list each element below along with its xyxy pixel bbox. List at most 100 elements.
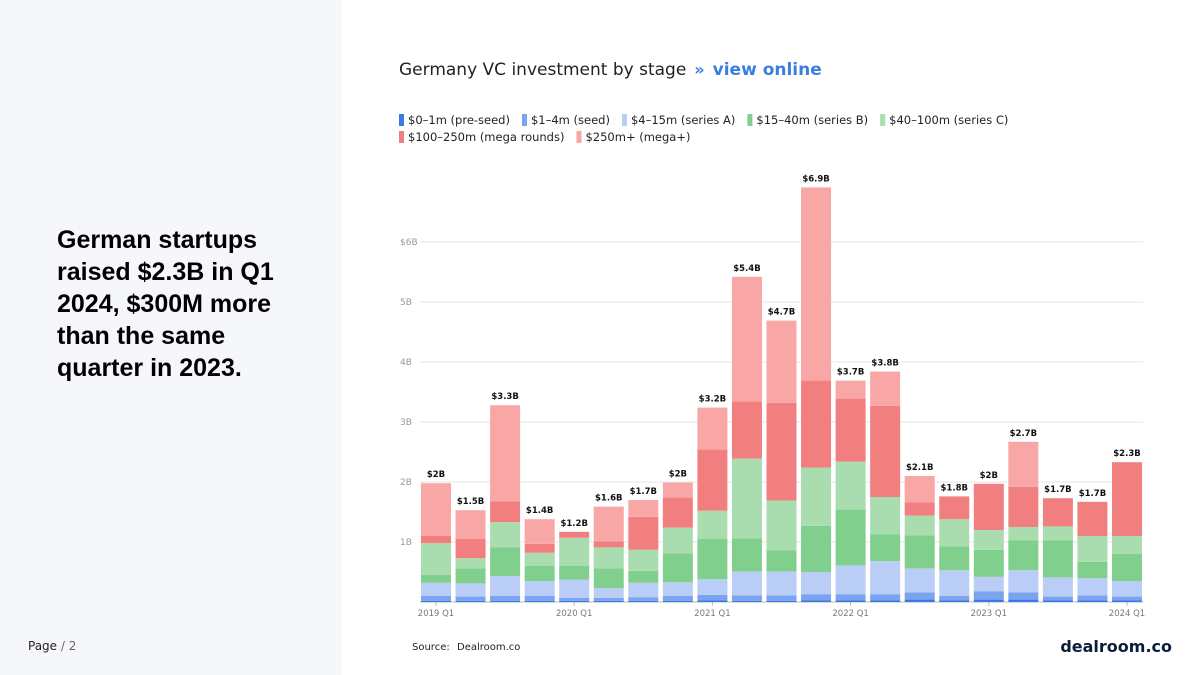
bar-segment bbox=[593, 600, 624, 602]
bar-segment bbox=[835, 565, 866, 595]
chart-title: Germany VC investment by stage bbox=[399, 60, 686, 80]
source-label: Source: bbox=[412, 642, 450, 653]
value-label: $5.4B bbox=[733, 264, 760, 274]
bar-segment bbox=[801, 572, 832, 595]
bar-segment bbox=[1112, 462, 1142, 536]
bar-segment bbox=[662, 527, 693, 554]
bar-segment bbox=[835, 380, 866, 399]
bar-segment bbox=[766, 402, 797, 501]
bar-segment bbox=[455, 510, 486, 539]
bar-segment bbox=[731, 401, 762, 459]
y-tick-label: $6B bbox=[400, 238, 418, 248]
link-separator: » bbox=[694, 60, 704, 79]
x-tick-label: 2020 Q1 bbox=[556, 609, 592, 619]
bar-segment bbox=[421, 575, 451, 583]
value-label: $3.2B bbox=[699, 395, 726, 405]
bar-segment bbox=[593, 547, 624, 569]
value-label: $3.7B bbox=[837, 368, 864, 378]
bar-segment bbox=[421, 596, 451, 601]
legend-label: $250m+ (mega+) bbox=[585, 130, 690, 144]
bar-segment bbox=[559, 600, 590, 602]
bar-segment bbox=[697, 510, 728, 539]
bar-segment bbox=[662, 497, 693, 528]
y-tick-label: 3B bbox=[400, 418, 412, 428]
bar-segment bbox=[455, 558, 486, 569]
bar-segment bbox=[421, 582, 451, 596]
bar-segment bbox=[766, 500, 797, 551]
bar-segment bbox=[697, 539, 728, 580]
bar-segment bbox=[1008, 540, 1039, 571]
bar-segment bbox=[1008, 486, 1039, 527]
bar-segment bbox=[1008, 527, 1039, 541]
bar-segment bbox=[1008, 599, 1039, 602]
bar-segment bbox=[559, 579, 590, 598]
value-label: $1.4B bbox=[526, 506, 553, 516]
bar-segment bbox=[559, 566, 590, 580]
y-tick-label: 5B bbox=[400, 298, 412, 308]
bar-segment bbox=[1112, 536, 1142, 554]
bar-segment bbox=[628, 500, 659, 517]
bar-segment bbox=[801, 594, 832, 601]
legend-label: $0–1m (pre-seed) bbox=[408, 113, 510, 127]
left-panel: German startups raised $2.3B in Q1 2024,… bbox=[0, 0, 342, 675]
bar-segment bbox=[490, 405, 521, 502]
bar-segment bbox=[870, 534, 901, 562]
legend-label: $40–100m (series C) bbox=[889, 113, 1008, 127]
bar-segment bbox=[524, 600, 555, 602]
bar-segment bbox=[421, 483, 451, 536]
bar-segment bbox=[662, 482, 693, 498]
bar-segment bbox=[628, 570, 659, 583]
bar-segment bbox=[455, 539, 486, 559]
value-label: $1.2B bbox=[560, 519, 587, 529]
bar-segment bbox=[490, 576, 521, 596]
bar-segment bbox=[1112, 596, 1142, 601]
bar-segment bbox=[904, 568, 935, 593]
value-label: $1.7B bbox=[1044, 485, 1071, 495]
bar-segment bbox=[1042, 577, 1073, 597]
legend-swatch bbox=[399, 131, 404, 143]
bar-segment bbox=[662, 600, 693, 602]
bar-segment bbox=[731, 538, 762, 572]
page-number: Page / 2 bbox=[28, 639, 76, 653]
bar-segment bbox=[559, 537, 590, 566]
bar-segment bbox=[766, 550, 797, 572]
bar-segment bbox=[731, 600, 762, 602]
legend-swatch bbox=[521, 114, 527, 126]
value-label: $2B bbox=[427, 470, 445, 480]
bar-segment bbox=[731, 276, 762, 402]
bar-segment bbox=[904, 535, 935, 569]
bar-segment bbox=[559, 531, 590, 538]
bar-segment bbox=[628, 597, 659, 601]
bar-segment bbox=[628, 516, 659, 550]
bar-segment bbox=[731, 571, 762, 596]
bar-segment bbox=[973, 549, 1004, 577]
value-label: $2.7B bbox=[1010, 429, 1037, 439]
view-online-link[interactable]: view online bbox=[713, 60, 822, 80]
bar-segment bbox=[1112, 600, 1142, 602]
bar-segment bbox=[593, 541, 624, 548]
bar-segment bbox=[593, 597, 624, 601]
bar-segment bbox=[766, 571, 797, 596]
bar-segment bbox=[835, 398, 866, 462]
headline: German startups raised $2.3B in Q1 2024,… bbox=[57, 226, 274, 382]
bar-segment bbox=[870, 405, 901, 497]
legend-label: $100–250m (mega rounds) bbox=[408, 130, 564, 144]
bar-segment bbox=[801, 525, 832, 572]
bar-segment bbox=[904, 476, 935, 503]
bar-segment bbox=[455, 596, 486, 601]
bar-segment bbox=[662, 553, 693, 583]
x-tick-label: 2021 Q1 bbox=[694, 609, 730, 619]
source-value: Dealroom.co bbox=[457, 642, 520, 653]
bar-segment bbox=[870, 600, 901, 602]
bar-segment bbox=[766, 595, 797, 601]
value-label: $1.6B bbox=[595, 494, 622, 504]
bar-segment bbox=[559, 597, 590, 601]
bar-segment bbox=[524, 543, 555, 553]
legend-swatch bbox=[399, 114, 404, 126]
bar-segment bbox=[973, 591, 1004, 600]
bar-segment bbox=[524, 596, 555, 601]
y-tick-label: 1B bbox=[400, 538, 412, 548]
bar-segment bbox=[1008, 570, 1039, 593]
bar-segment bbox=[1077, 561, 1108, 578]
value-label: $2.1B bbox=[906, 463, 933, 473]
